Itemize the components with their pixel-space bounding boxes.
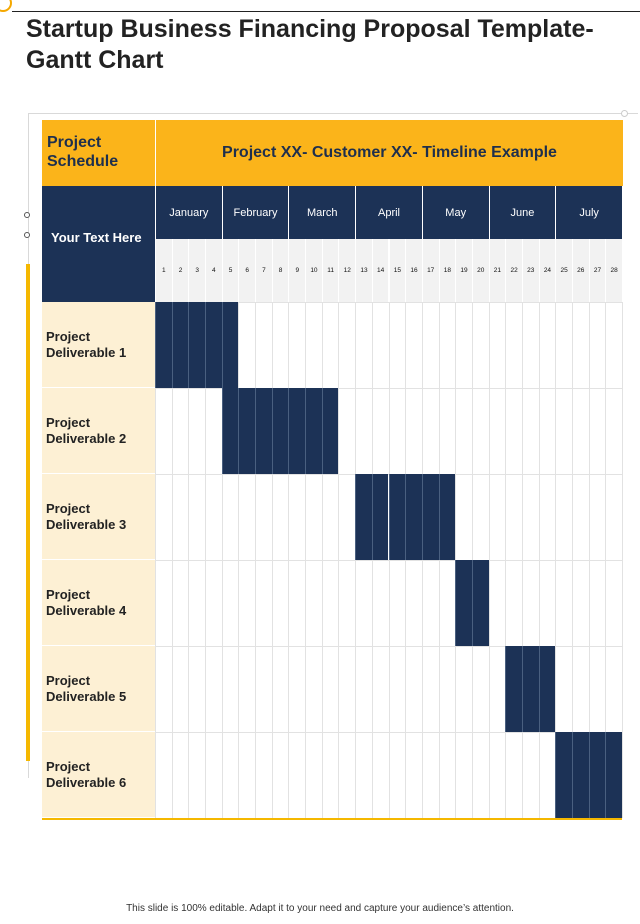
- day-header-cell: 11: [321, 239, 339, 302]
- gantt-bar-segment: [421, 474, 439, 560]
- gantt-bar-segment: [221, 388, 239, 474]
- month-header-may: May: [421, 186, 489, 239]
- gantt-bar-segment: [355, 474, 372, 560]
- your-text-here-cell: Your Text Here: [42, 186, 155, 302]
- gantt-bar-segment: [521, 646, 539, 732]
- page-title: Startup Business Financing Proposal Temp…: [26, 14, 626, 76]
- month-header-april: April: [355, 186, 422, 239]
- grid-row-line: [155, 732, 622, 733]
- deliverable-label: Project Deliverable 4: [42, 560, 155, 646]
- grid-row-line: [155, 560, 622, 561]
- month-header-june: June: [488, 186, 556, 239]
- gantt-bar-segment: [588, 732, 606, 818]
- day-header-cell: 16: [405, 239, 422, 302]
- day-header-cell: 19: [455, 239, 472, 302]
- day-header-cell: 22: [505, 239, 522, 302]
- day-header-cell: 21: [488, 239, 506, 302]
- day-header-cell: 7: [255, 239, 272, 302]
- gantt-bar-segment: [455, 560, 472, 646]
- day-header-cell: 28: [605, 239, 622, 302]
- day-header-cell: 2: [171, 239, 189, 302]
- day-header-cell: 26: [571, 239, 589, 302]
- day-header-cell: 23: [521, 239, 539, 302]
- gantt-bar-segment: [538, 646, 556, 732]
- project-schedule-header: Project Schedule: [42, 120, 155, 186]
- frame-circle-icon: [621, 110, 628, 117]
- gantt-bar-segment: [388, 474, 406, 560]
- day-header-cell: 20: [471, 239, 489, 302]
- gantt-bar-segment: [305, 388, 322, 474]
- day-header-cell: 25: [555, 239, 572, 302]
- day-header-cell: 15: [388, 239, 406, 302]
- gantt-bar-segment: [271, 388, 289, 474]
- gantt-bar-segment: [238, 388, 256, 474]
- gantt-bar-segment: [221, 302, 239, 388]
- gantt-bar-segment: [321, 388, 339, 474]
- deliverable-label: Project Deliverable 5: [42, 646, 155, 732]
- day-header-cell: 4: [205, 239, 222, 302]
- gantt-bar-segment: [505, 646, 522, 732]
- day-header-cell: 13: [355, 239, 372, 302]
- month-header-february: February: [221, 186, 289, 239]
- gantt-bar-segment: [171, 302, 189, 388]
- day-header-cell: 18: [438, 239, 456, 302]
- title-line-1: Startup Business Financing Proposal Temp…: [26, 15, 594, 43]
- day-header-cell: 3: [188, 239, 206, 302]
- gantt-bar-segment: [371, 474, 389, 560]
- grid-column-line: [622, 302, 623, 818]
- frame-top-line: [28, 113, 638, 114]
- day-header-cell: 24: [538, 239, 556, 302]
- day-header-cell: 6: [238, 239, 256, 302]
- side-dot-icon: [24, 232, 30, 238]
- gantt-bar-segment: [471, 560, 489, 646]
- month-header-march: March: [288, 186, 356, 239]
- deliverable-label: Project Deliverable 1: [42, 302, 155, 388]
- deliverable-label: Project Deliverable 2: [42, 388, 155, 474]
- day-header-cell: 12: [338, 239, 356, 302]
- day-header-cell: 5: [221, 239, 239, 302]
- gantt-bar-segment: [155, 302, 172, 388]
- gantt-bar-segment: [571, 732, 589, 818]
- day-header-cell: 9: [288, 239, 306, 302]
- gantt-bar-segment: [188, 302, 206, 388]
- month-header-january: January: [155, 186, 222, 239]
- gantt-bar-segment: [205, 302, 222, 388]
- title-line-2: Gantt Chart: [26, 46, 164, 74]
- gantt-bar-segment: [438, 474, 456, 560]
- deliverable-label: Project Deliverable 6: [42, 732, 155, 818]
- deliverable-label: Project Deliverable 3: [42, 474, 155, 560]
- month-header-july: July: [555, 186, 622, 239]
- day-header-cell: 27: [588, 239, 606, 302]
- timeline-banner: Project XX- Customer XX- Timeline Exampl…: [155, 120, 623, 186]
- day-header-cell: 8: [271, 239, 289, 302]
- gantt-bar-segment: [555, 732, 572, 818]
- side-accent-bar: [26, 264, 30, 761]
- table-bottom-rule: [42, 818, 622, 820]
- grid-row-line: [155, 388, 622, 389]
- day-header-cell: 10: [305, 239, 322, 302]
- day-header-cell: 17: [421, 239, 439, 302]
- grid-row-line: [155, 302, 622, 303]
- gantt-bar-segment: [255, 388, 272, 474]
- day-header-cell: 1: [155, 239, 172, 302]
- day-header-cell: 14: [371, 239, 389, 302]
- footer-note: This slide is 100% editable. Adapt it to…: [126, 903, 514, 914]
- grid-row-line: [155, 646, 622, 647]
- top-rule: [12, 11, 640, 12]
- gantt-bar-segment: [605, 732, 622, 818]
- gantt-bar-segment: [405, 474, 422, 560]
- corner-circle-icon: [0, 0, 12, 12]
- side-dot-icon: [24, 212, 30, 218]
- gantt-bar-segment: [288, 388, 306, 474]
